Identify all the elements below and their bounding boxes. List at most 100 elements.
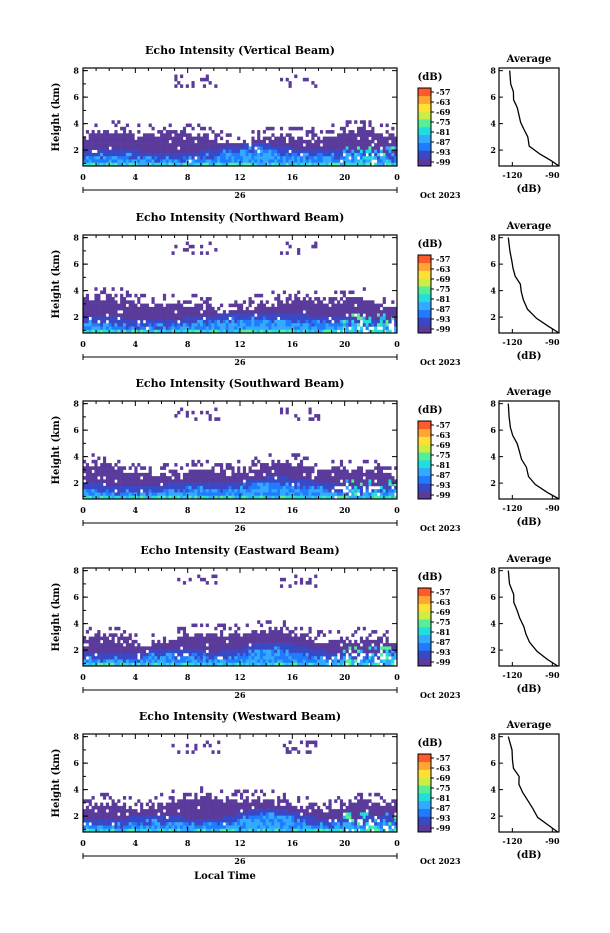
- heatmap-cell: [123, 640, 126, 644]
- heatmap-cell: [311, 137, 314, 141]
- heatmap-cell: [300, 137, 303, 141]
- heatmap-cell: [89, 483, 92, 487]
- heatmap-cell: [152, 307, 155, 311]
- heatmap-cell: [283, 291, 286, 295]
- heatmap-cell: [189, 640, 192, 644]
- heatmap-cell: [388, 492, 391, 496]
- heatmap-cell: [251, 159, 254, 163]
- heatmap-cell: [297, 473, 300, 477]
- heatmap-cell: [163, 310, 166, 314]
- heatmap-cell: [363, 656, 366, 660]
- heatmap-cell: [274, 150, 277, 154]
- heatmap-cell: [92, 659, 95, 663]
- heatmap-cell: [223, 159, 226, 163]
- heatmap-cell: [206, 75, 209, 79]
- heatmap-cell: [363, 317, 366, 321]
- heatmap-cell: [117, 656, 120, 660]
- heatmap-cell: [177, 81, 180, 85]
- heatmap-cell: [363, 320, 366, 324]
- colorbar-segment: [418, 263, 431, 271]
- heatmap-cell: [132, 304, 135, 308]
- heatmap-cell: [100, 317, 103, 321]
- heatmap-cell: [383, 159, 386, 163]
- heatmap-cell: [363, 143, 366, 147]
- heatmap-cell: [169, 796, 172, 800]
- colorbar-tick-label: -87: [436, 304, 450, 314]
- heatmap-cell: [351, 659, 354, 663]
- heatmap-cell: [197, 476, 200, 480]
- heatmap-cell: [386, 320, 389, 324]
- heatmap-cell: [200, 304, 203, 308]
- heatmap-cell: [300, 317, 303, 321]
- heatmap-cell: [191, 140, 194, 144]
- heatmap-cell: [300, 479, 303, 483]
- heatmap-cell: [129, 317, 132, 321]
- heatmap-cell: [89, 323, 92, 327]
- heatmap-cell: [294, 297, 297, 301]
- heatmap-cell: [371, 653, 374, 657]
- heatmap-cell: [354, 317, 357, 321]
- heatmap-cell: [209, 653, 212, 657]
- heatmap-cell: [120, 470, 123, 474]
- colorbar-tick-label: -75: [436, 117, 450, 127]
- heatmap-cell: [112, 656, 115, 660]
- heatmap-cell: [337, 323, 340, 327]
- heatmap-cell: [383, 150, 386, 154]
- heatmap-cell: [229, 656, 232, 660]
- heatmap-cell: [114, 659, 117, 663]
- heatmap-cell: [249, 300, 252, 304]
- heatmap-cell: [360, 483, 363, 487]
- heatmap-cell: [189, 650, 192, 654]
- heatmap-cell: [197, 150, 200, 154]
- heatmap-cell: [354, 486, 357, 490]
- heatmap-cell: [331, 124, 334, 128]
- heatmap-cell: [171, 323, 174, 327]
- heatmap-cell: [286, 656, 289, 660]
- heatmap-cell: [89, 816, 92, 820]
- heatmap-cell: [229, 159, 232, 163]
- heatmap-cell: [274, 146, 277, 150]
- heatmap-cell: [171, 656, 174, 660]
- heatmap-cell: [243, 300, 246, 304]
- avg-x-tick-label: -120: [502, 670, 522, 680]
- heatmap-cell: [323, 479, 326, 483]
- heatmap-cell: [103, 457, 106, 461]
- heatmap-cell: [171, 320, 174, 324]
- heatmap-cell: [386, 659, 389, 663]
- heatmap-cell: [112, 120, 115, 124]
- heatmap-cell: [388, 313, 391, 317]
- heatmap-cell: [266, 620, 269, 624]
- heatmap-cell: [251, 140, 254, 144]
- heatmap-cell: [169, 470, 172, 474]
- heatmap-cell: [217, 624, 220, 628]
- heatmap-cell: [377, 489, 380, 493]
- heatmap-cell: [297, 417, 300, 421]
- heatmap-cell: [154, 483, 157, 487]
- heatmap-cell: [206, 297, 209, 301]
- heatmap-cell: [368, 492, 371, 496]
- heatmap-cell: [183, 140, 186, 144]
- heatmap-cell: [123, 466, 126, 470]
- heatmap-cell: [197, 310, 200, 314]
- heatmap-cell: [240, 476, 243, 480]
- x-tick-label: 0: [394, 339, 400, 349]
- heatmap-cell: [243, 646, 246, 650]
- heatmap-cell: [337, 143, 340, 147]
- y-tick-label: 6: [73, 425, 79, 435]
- heatmap-cell: [174, 313, 177, 317]
- heatmap-cell: [94, 489, 97, 493]
- heatmap-cell: [163, 812, 166, 816]
- colorbar-segment: [418, 588, 431, 596]
- heatmap-cell: [371, 483, 374, 487]
- heatmap-cell: [177, 304, 180, 308]
- heatmap-cell: [297, 313, 300, 317]
- heatmap-cell: [254, 633, 257, 637]
- heatmap-cell: [380, 640, 383, 644]
- heatmap-cell: [183, 659, 186, 663]
- heatmap-cell: [237, 320, 240, 324]
- heatmap-cell: [346, 304, 349, 308]
- heatmap-cell: [289, 320, 292, 324]
- heatmap-cell: [211, 650, 214, 654]
- heatmap-cell: [109, 653, 112, 657]
- heatmap-cell: [377, 640, 380, 644]
